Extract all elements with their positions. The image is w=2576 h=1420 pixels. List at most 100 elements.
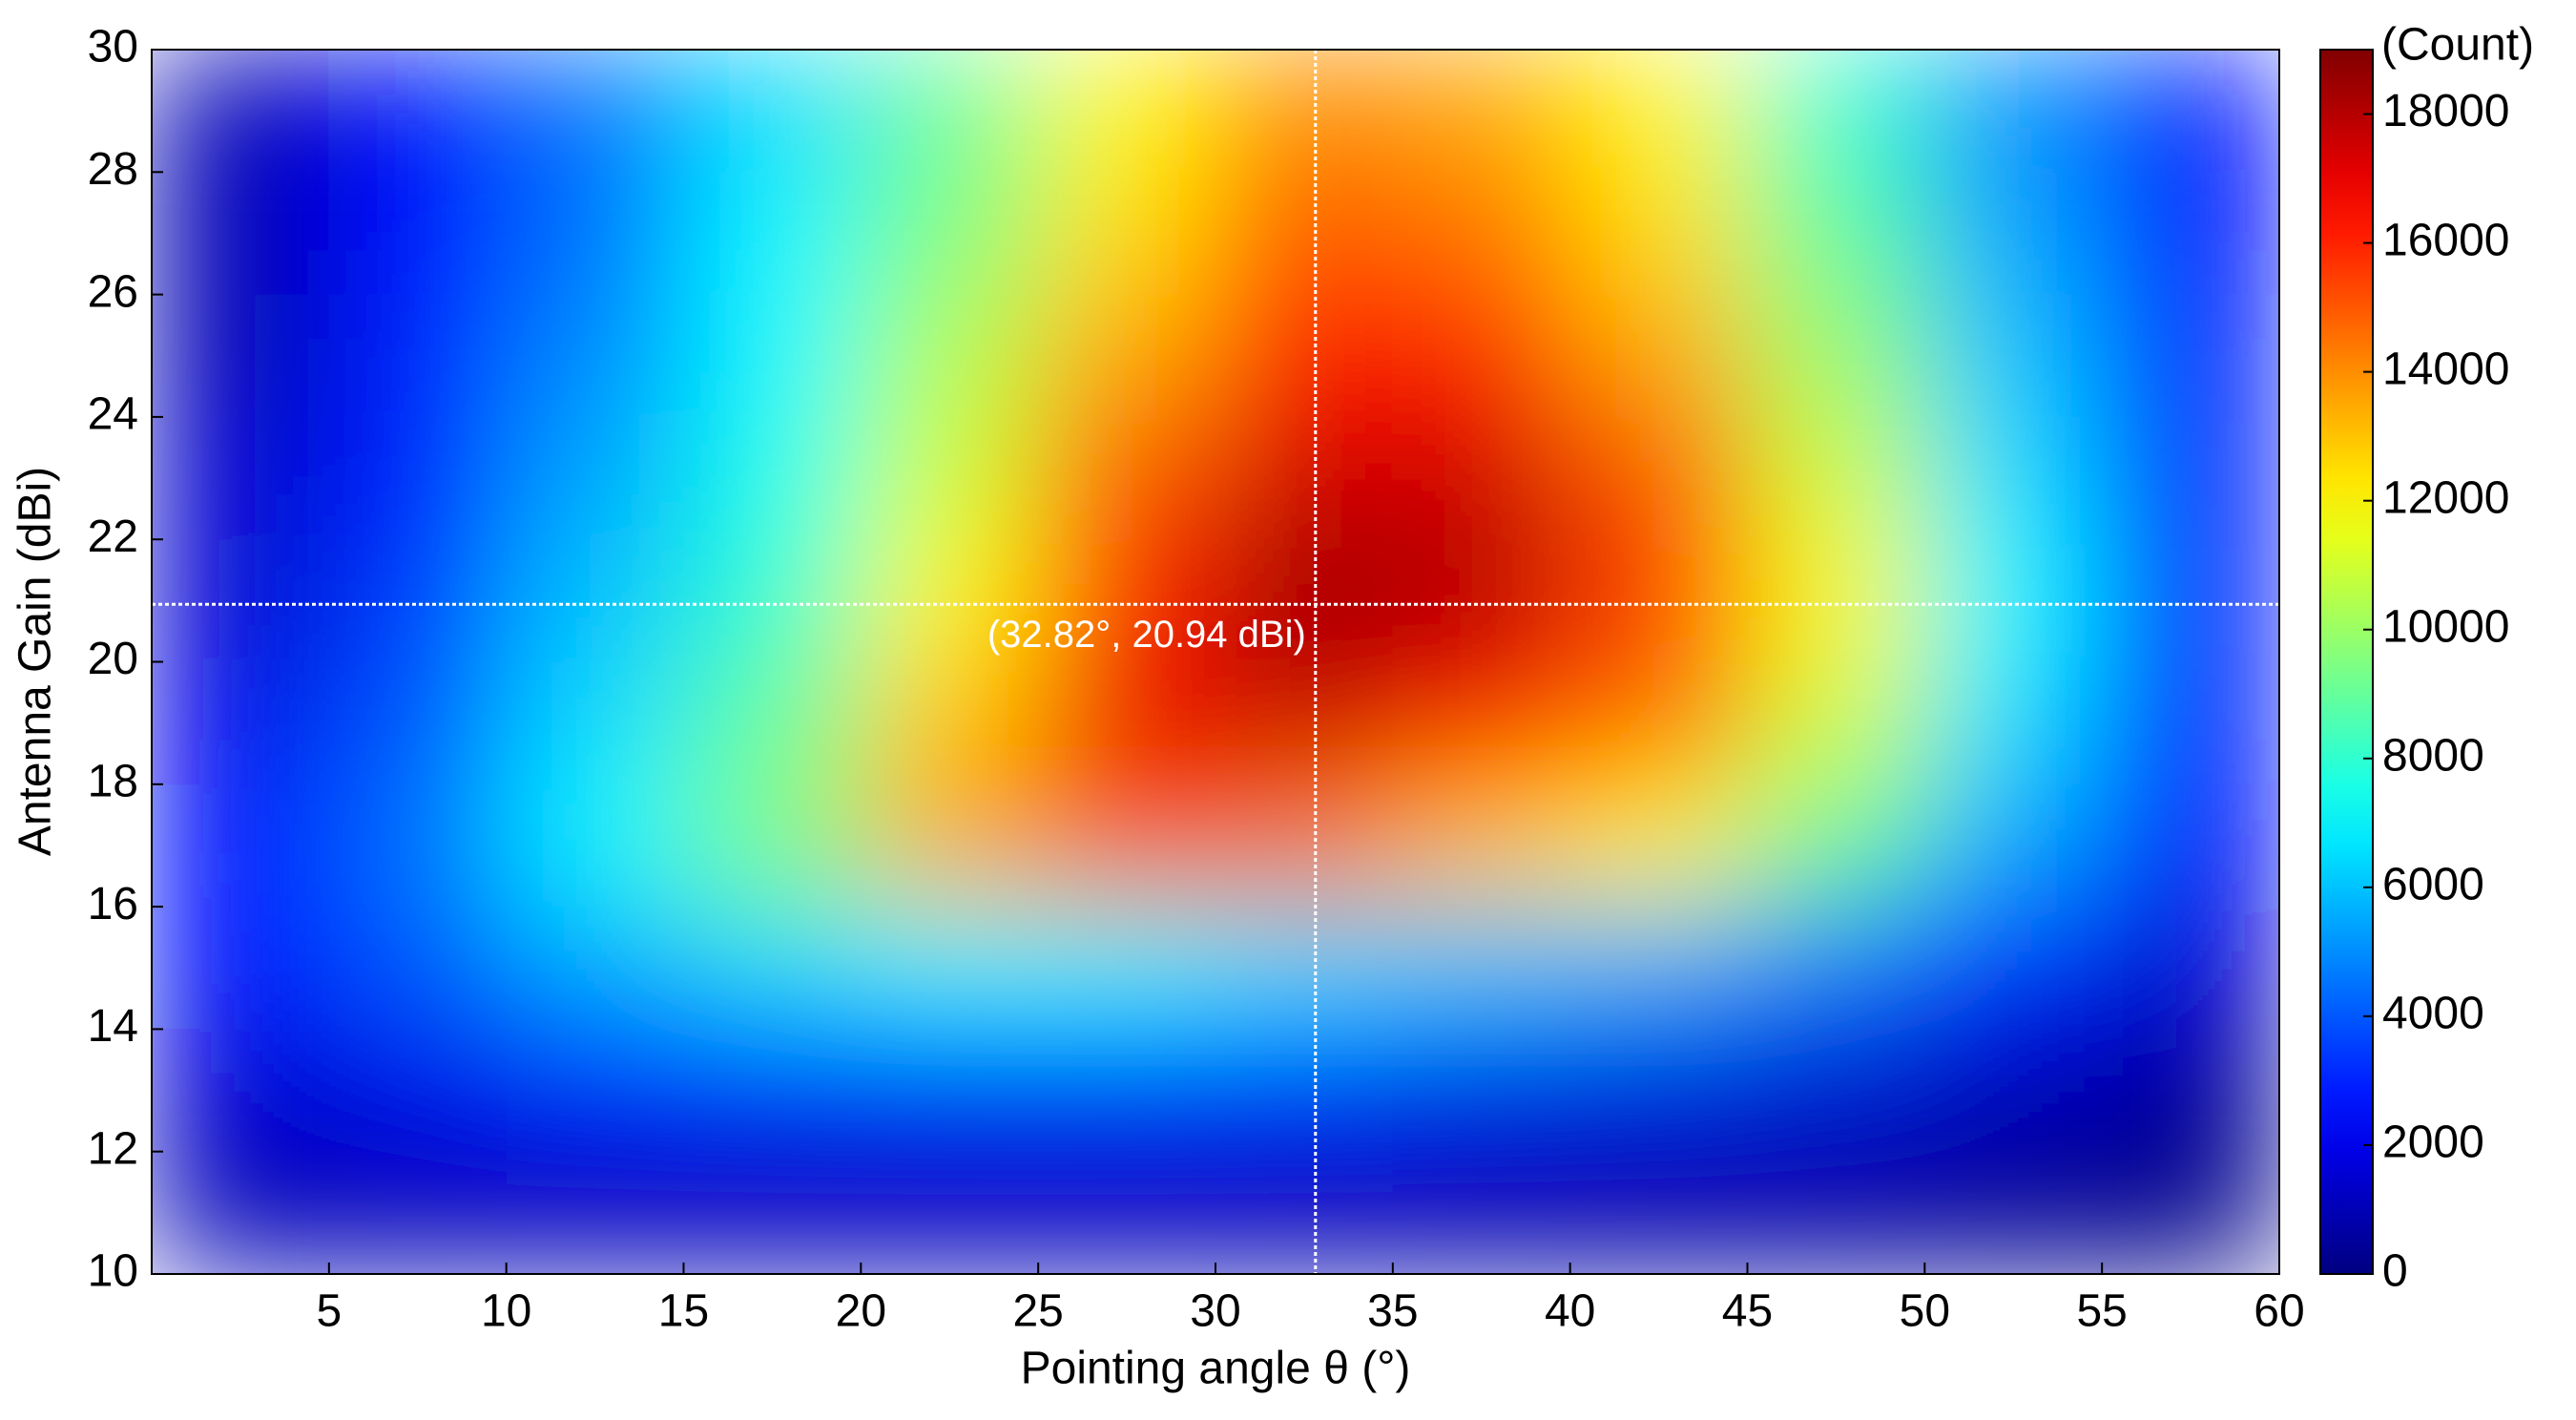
heat-cell — [1038, 1029, 1216, 1153]
y-tick-label: 20 — [88, 634, 138, 684]
heat-cell — [2102, 539, 2279, 662]
x-tick-label: 45 — [1722, 1286, 1773, 1337]
heat-cell — [1747, 50, 1925, 173]
heat-cell — [506, 294, 684, 418]
heat-cell — [152, 907, 330, 1030]
heat-cell — [1569, 294, 1748, 418]
y-tick-label: 16 — [88, 879, 138, 929]
x-tick-label: 5 — [316, 1286, 342, 1337]
colorbar-tick-label: 4000 — [2382, 989, 2484, 1039]
heat-cell — [861, 416, 1039, 540]
heat-cell — [1569, 172, 1748, 296]
heat-cell — [152, 1029, 330, 1153]
heat-cell — [328, 294, 508, 418]
heat-cell — [1392, 416, 1571, 540]
colorbar-tick-label: 10000 — [2382, 601, 2509, 652]
heat-cell — [1924, 294, 2103, 418]
colorbar-label: (Count) — [2381, 20, 2534, 71]
heat-cell — [152, 50, 330, 173]
heat-cell — [1215, 1151, 1394, 1274]
heat-cell — [861, 294, 1039, 418]
heat-cell — [861, 172, 1039, 296]
heat-cell — [861, 783, 1039, 908]
heatmap-area — [152, 50, 2279, 1274]
heat-cell — [1747, 783, 1925, 908]
x-tick-label: 60 — [2254, 1286, 2304, 1337]
heat-cell — [328, 1151, 508, 1274]
heat-cell — [1924, 661, 2103, 785]
y-tick-label: 14 — [88, 1001, 138, 1052]
heat-cell — [1392, 539, 1571, 662]
heat-cell — [2102, 661, 2279, 785]
heat-cell — [152, 783, 330, 908]
heat-cell — [1924, 172, 2103, 296]
heat-cell — [1038, 416, 1216, 540]
heat-cell — [328, 783, 508, 908]
y-tick-label: 22 — [88, 512, 138, 562]
heat-cell — [1215, 172, 1394, 296]
heat-cell — [1747, 539, 1925, 662]
heat-cell — [1038, 50, 1216, 173]
heat-cell — [1924, 539, 2103, 662]
colorbar-tick-label: 16000 — [2382, 215, 2509, 265]
heat-cell — [1038, 907, 1216, 1030]
heat-cell — [152, 1151, 330, 1274]
heat-cell — [2102, 907, 2279, 1030]
colorbar-tick-label: 2000 — [2382, 1117, 2484, 1168]
y-tick-label: 18 — [88, 756, 138, 806]
heat-cell — [683, 416, 862, 540]
heat-cell — [1038, 172, 1216, 296]
heat-cell — [1215, 50, 1394, 173]
colorbar-tick-label: 14000 — [2382, 344, 2509, 394]
heat-cell — [506, 539, 684, 662]
heat-cell — [1569, 416, 1748, 540]
heat-cell — [1215, 907, 1394, 1030]
heat-cell — [1747, 1151, 1925, 1274]
heat-cell — [1569, 907, 1748, 1030]
colorbar-tick-label: 12000 — [2382, 472, 2509, 523]
y-tick-label: 12 — [88, 1123, 138, 1174]
x-tick-label: 20 — [836, 1286, 886, 1337]
heat-cell — [1038, 783, 1216, 908]
heat-cell — [152, 294, 330, 418]
heat-cell — [506, 172, 684, 296]
heat-cell — [683, 50, 862, 173]
heatmap-cells — [152, 50, 2279, 1274]
y-tick-label: 24 — [88, 389, 138, 440]
heat-cell — [1392, 50, 1571, 173]
heat-cell — [1747, 294, 1925, 418]
heat-cell — [1038, 294, 1216, 418]
heat-cell — [683, 294, 862, 418]
heat-cell — [328, 661, 508, 785]
heat-cell — [1392, 1151, 1571, 1274]
heat-cell — [2102, 1151, 2279, 1274]
heat-cell — [2102, 172, 2279, 296]
heat-cell — [1392, 661, 1571, 785]
heat-cell — [506, 416, 684, 540]
x-axis-label: Pointing angle θ (°) — [1021, 1344, 1411, 1394]
heat-cell — [328, 172, 508, 296]
heat-cell — [683, 1029, 862, 1153]
x-tick-label: 30 — [1190, 1286, 1240, 1337]
heat-cell — [506, 783, 684, 908]
y-tick-label: 30 — [88, 22, 138, 73]
colorbar-tick-label: 18000 — [2382, 86, 2509, 136]
heat-cell — [506, 1029, 684, 1153]
heat-cell — [683, 539, 862, 662]
heat-cell — [328, 907, 508, 1030]
heat-cell — [328, 416, 508, 540]
heat-cell — [861, 1029, 1039, 1153]
heat-cell — [328, 1029, 508, 1153]
heat-cell — [2102, 50, 2279, 173]
heat-cell — [1747, 1029, 1925, 1153]
x-tick-label: 50 — [1900, 1286, 1950, 1337]
heat-cell — [1215, 416, 1394, 540]
heat-cell — [1924, 783, 2103, 908]
y-tick-label: 28 — [88, 144, 138, 195]
heat-cell — [1924, 50, 2103, 173]
colorbar — [2319, 49, 2374, 1275]
heat-cell — [1215, 1029, 1394, 1153]
heat-cell — [152, 172, 330, 296]
heat-cell — [1569, 539, 1748, 662]
colorbar-tick-label: 0 — [2382, 1246, 2408, 1297]
